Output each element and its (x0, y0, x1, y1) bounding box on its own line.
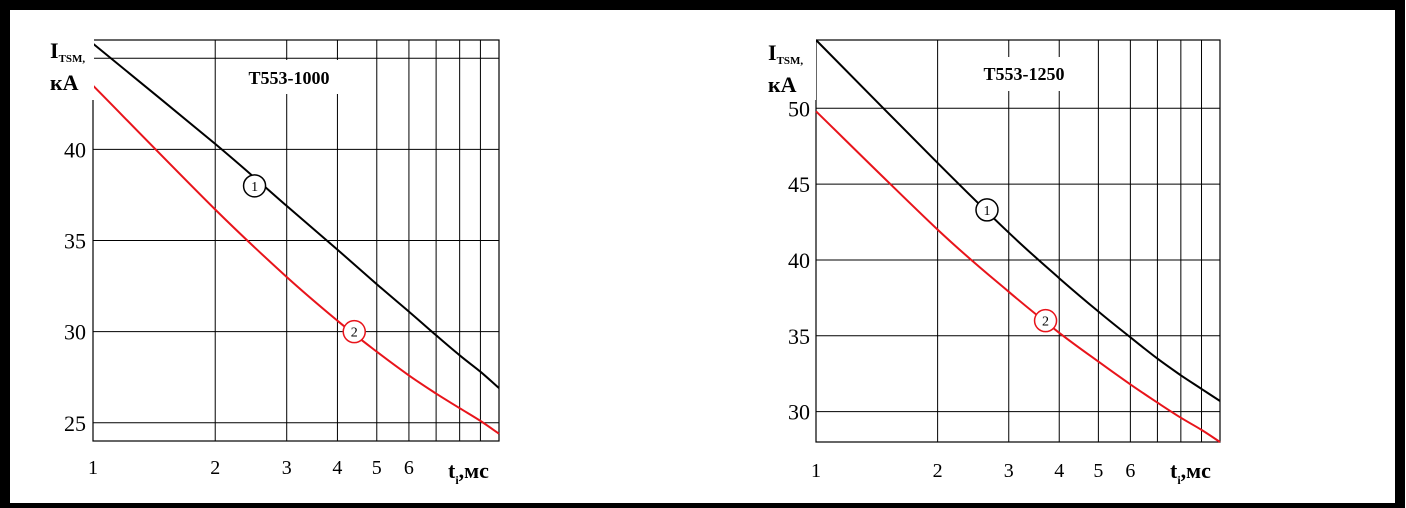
series-markers: 12 (242, 174, 366, 344)
y-tick-label: 40 (64, 137, 86, 162)
x-tick-label: 1 (88, 457, 98, 479)
y-tick-label: 50 (788, 96, 810, 121)
series-markers: 12 (975, 198, 1058, 333)
series-marker-label-1: 1 (251, 180, 258, 195)
y-label-box (48, 38, 94, 100)
y-tick-label: 35 (64, 229, 86, 254)
series-marker-label-1: 1 (983, 204, 990, 219)
y-tick-label: 35 (788, 324, 810, 349)
y-axis-label-sub: TSM, (59, 53, 86, 65)
y-tick-label: 25 (64, 411, 86, 436)
series-line-2 (92, 84, 500, 435)
y-axis-unit: кА (768, 72, 797, 97)
x-axis-label-sub: i (455, 473, 459, 487)
x-axis-label-unit: ,мс (1181, 458, 1211, 483)
x-tick-label: 2 (210, 457, 220, 479)
x-tick-label: 3 (1004, 460, 1014, 482)
x-tick-label: 3 (282, 457, 292, 479)
chart-title: T553-1000 (249, 68, 330, 88)
series-line-1 (815, 39, 1221, 402)
chart-title-box (228, 60, 350, 94)
series-lines (815, 39, 1221, 443)
y-axis-unit: кА (50, 70, 79, 95)
y-tick-label: 45 (788, 172, 810, 197)
x-axis-label-main: t (448, 458, 456, 483)
series-line-2 (815, 110, 1221, 443)
x-tick-label: 5 (1093, 460, 1103, 482)
plot-area (815, 39, 1221, 443)
x-tick-label: 1 (811, 460, 821, 482)
y-axis-label: ITSM, (768, 40, 803, 67)
x-tick-label: 4 (332, 457, 342, 479)
series-line-1 (92, 42, 500, 389)
y-tick-label: 30 (64, 320, 86, 345)
x-tick-label: 2 (933, 460, 943, 482)
x-tick-label: 6 (1125, 460, 1135, 482)
x-axis-label: ti,мс (448, 458, 489, 487)
y-axis-label-main: I (50, 38, 59, 63)
x-tick-label: 4 (1054, 460, 1064, 482)
grid-lines (93, 40, 499, 441)
x-axis-label-sub: i (1177, 473, 1181, 487)
y-tick-label: 30 (788, 400, 810, 425)
series-marker-2 (1033, 308, 1058, 333)
x-axis-label-unit: ,мс (459, 458, 489, 483)
y-tick-label: 40 (788, 248, 810, 273)
x-tick-label: 5 (372, 457, 382, 479)
series-lines (92, 42, 500, 435)
y-tick-labels: 30 35 40 45 50 (788, 96, 810, 424)
y-axis-label-main: I (768, 40, 777, 65)
series-marker-2 (342, 319, 366, 344)
x-tick-label: 6 (404, 457, 414, 479)
x-axis-label: ti,мс (1170, 458, 1211, 487)
series-marker-1 (975, 198, 999, 222)
series-marker-1 (242, 174, 267, 198)
chart-title-box (966, 57, 1082, 91)
x-axis-label-main: t (1170, 458, 1178, 483)
y-axis-label-sub: TSM, (777, 55, 804, 67)
series-marker-label-2: 2 (1042, 315, 1049, 330)
series-marker-label-2: 2 (351, 326, 358, 341)
y-axis-label: ITSM, (50, 38, 85, 65)
y-tick-labels: 25 30 35 40 (64, 137, 86, 435)
chart-title: T553-1250 (984, 64, 1065, 84)
y-label-box (764, 38, 816, 100)
